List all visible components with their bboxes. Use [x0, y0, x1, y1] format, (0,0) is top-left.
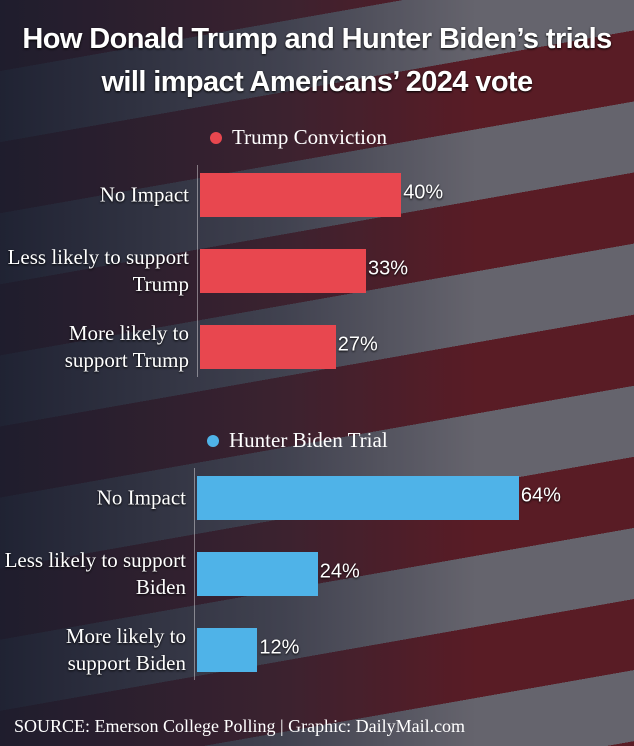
- category-label: No Impact: [96, 485, 186, 510]
- axis-line: [194, 468, 195, 680]
- bar: [197, 628, 258, 672]
- legend-marker: [207, 435, 219, 447]
- bar: [197, 476, 519, 520]
- value-label: 12%: [259, 636, 300, 659]
- category-label: More likely to support Biden: [65, 624, 186, 675]
- legend-label: Hunter Biden Trial: [229, 428, 388, 452]
- category-label: Less likely to support Biden: [4, 548, 186, 599]
- chart-title: How Donald Trump and Hunter Biden’s tria…: [22, 23, 612, 98]
- value-label: 24%: [319, 560, 360, 583]
- axis-line: [197, 165, 198, 377]
- value-label: 64%: [520, 484, 561, 507]
- bar: [200, 249, 366, 293]
- bar: [200, 325, 336, 369]
- value-label: 40%: [403, 181, 444, 204]
- category-label: More likely to support Trump: [64, 321, 189, 372]
- category-label: No Impact: [99, 182, 189, 207]
- source: SOURCE: Emerson College Polling | Graphi…: [14, 716, 466, 736]
- value-label: 27%: [337, 333, 378, 356]
- legend-label: Trump Conviction: [232, 125, 387, 149]
- legend-marker: [210, 132, 222, 144]
- category-label: Less likely to support Trump: [7, 245, 189, 296]
- bar: [200, 173, 402, 217]
- bar: [197, 552, 318, 596]
- value-label: 33%: [367, 257, 409, 280]
